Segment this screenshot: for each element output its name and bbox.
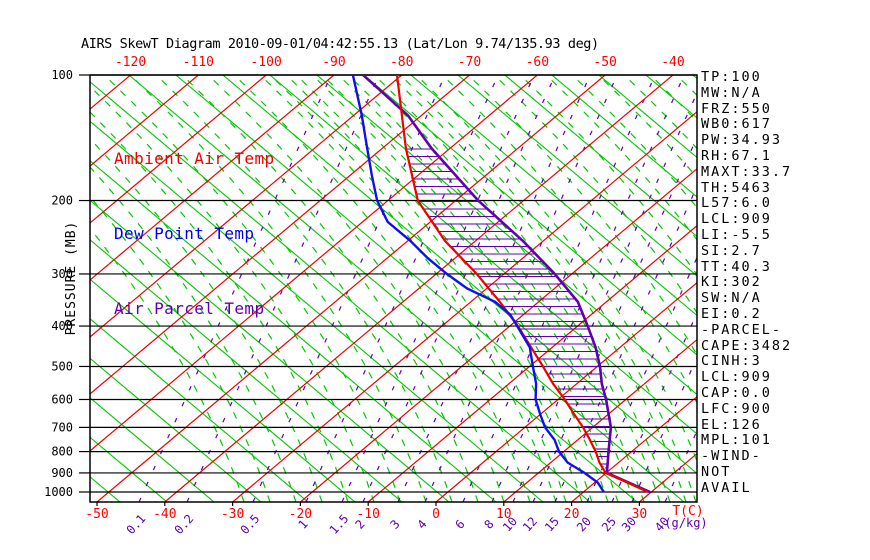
mixing-ratio-tick-label: 25	[599, 514, 619, 534]
top-temp-tick-label: -50	[593, 55, 616, 70]
plot-frame	[89, 74, 698, 503]
mixing-ratio-tick-label: 4	[414, 517, 429, 532]
pressure-tick-label: 600	[51, 392, 73, 406]
pressure-tick-label: 800	[51, 445, 73, 459]
pressure-tick-label: 400	[51, 319, 73, 333]
pressure-tick-label: 700	[51, 420, 73, 434]
stat-line: -WIND-	[701, 448, 762, 465]
legend-item-parcel: Air Parcel Temp	[114, 299, 265, 318]
bottom-temp-tick-label: -30	[221, 507, 244, 522]
stat-line: SI:2.7	[701, 242, 762, 259]
stat-line: MAXT:33.7	[701, 163, 793, 180]
stat-line: RH:67.1	[701, 147, 772, 164]
mixing-unit-label: (g/kg)	[664, 516, 707, 530]
stat-line: FRZ:550	[701, 100, 772, 117]
legend-item-ambient: Ambient Air Temp	[114, 149, 275, 168]
legend: Ambient Air Temp Dew Point Temp Air Parc…	[114, 96, 275, 371]
stat-line: CAP:0.0	[701, 384, 772, 401]
stat-line: EI:0.2	[701, 305, 762, 322]
stat-line: WB0:617	[701, 116, 772, 133]
bottom-temp-tick-label: 30	[632, 507, 648, 522]
stat-line: NOT	[701, 463, 732, 480]
stat-line: L57:6.0	[701, 195, 772, 212]
pressure-tick-label: 1000	[44, 485, 73, 499]
bottom-temp-tick-label: 10	[496, 507, 512, 522]
top-temp-tick-label: -110	[183, 55, 214, 70]
stat-line: LFC:900	[701, 400, 772, 417]
bottom-temp-tick-label: -50	[85, 507, 108, 522]
parcel-temp-curve	[362, 75, 651, 494]
top-temp-tick-label: -120	[115, 55, 146, 70]
legend-item-dewpoint: Dew Point Temp	[114, 224, 255, 243]
bottom-temp-tick-label: -20	[289, 507, 312, 522]
bottom-temp-tick-label: 0	[432, 507, 440, 522]
stat-line: LI:-5.5	[701, 226, 772, 243]
stat-line: KI:302	[701, 274, 762, 291]
mixing-ratio-tick-label: 12	[520, 514, 540, 534]
mixing-ratio-tick-label: 15	[542, 514, 562, 534]
mixing-ratio-tick-label: 1.5	[327, 512, 352, 537]
cape-hatch-area	[406, 148, 611, 473]
top-temp-tick-label: -40	[661, 55, 684, 70]
pressure-tick-label: 100	[51, 68, 73, 82]
pressure-tick-label: 500	[51, 359, 73, 373]
stat-line: TP:100	[701, 69, 762, 85]
stat-line: AVAIL	[701, 479, 752, 496]
dewpoint-curve	[351, 75, 605, 493]
mixing-ratio-tick-label: 8	[481, 517, 496, 532]
temp-unit-label: T(C)	[672, 504, 703, 519]
top-temp-tick-label: -70	[458, 55, 481, 70]
pressure-axis-label: PRESSURE (MB)	[64, 221, 79, 336]
stat-line: EL:126	[701, 416, 762, 433]
mixing-ratio-tick-label: 6	[452, 517, 467, 532]
pressure-tick-label: 300	[51, 267, 73, 281]
bottom-temp-tick-label: -40	[153, 507, 176, 522]
chart-title: AIRS SkewT Diagram 2010-09-01/04:42:55.1…	[81, 36, 599, 52]
stat-line: LCL:909	[701, 369, 772, 386]
stats-panel: TP:100 MW:N/A FRZ:550 WB0:617 PW:34.93 RH:67.…	[701, 69, 793, 497]
top-temp-tick-label: -60	[526, 55, 549, 70]
bottom-temp-tick-label: -10	[356, 507, 379, 522]
stat-line: PW:34.93	[701, 132, 783, 149]
pressure-tick-label: 900	[51, 466, 73, 480]
stat-line: MW:N/A	[701, 84, 762, 101]
stat-line: LCL:909	[701, 211, 772, 228]
dry-adiabats	[90, 75, 697, 502]
stat-line: -PARCEL-	[701, 321, 783, 338]
top-temp-tick-label: -100	[250, 55, 281, 70]
mixing-ratio-tick-label: 3	[387, 517, 402, 532]
ambient-temp-curve	[395, 75, 649, 493]
pressure-tick-label: 200	[51, 194, 73, 208]
stat-line: MPL:101	[701, 432, 772, 449]
bottom-temp-tick-label: 20	[564, 507, 580, 522]
top-temp-tick-label: -80	[390, 55, 413, 70]
stat-line: TH:5463	[701, 179, 772, 196]
stat-line: SW:N/A	[701, 290, 762, 307]
stat-line: CAPE:3482	[701, 337, 793, 354]
stat-line: CINH:3	[701, 353, 762, 370]
top-temp-tick-label: -90	[322, 55, 345, 70]
stat-line: TT:40.3	[701, 258, 772, 275]
mixing-ratio-tick-label: 0.1	[124, 512, 149, 537]
isotherms	[90, 75, 697, 502]
